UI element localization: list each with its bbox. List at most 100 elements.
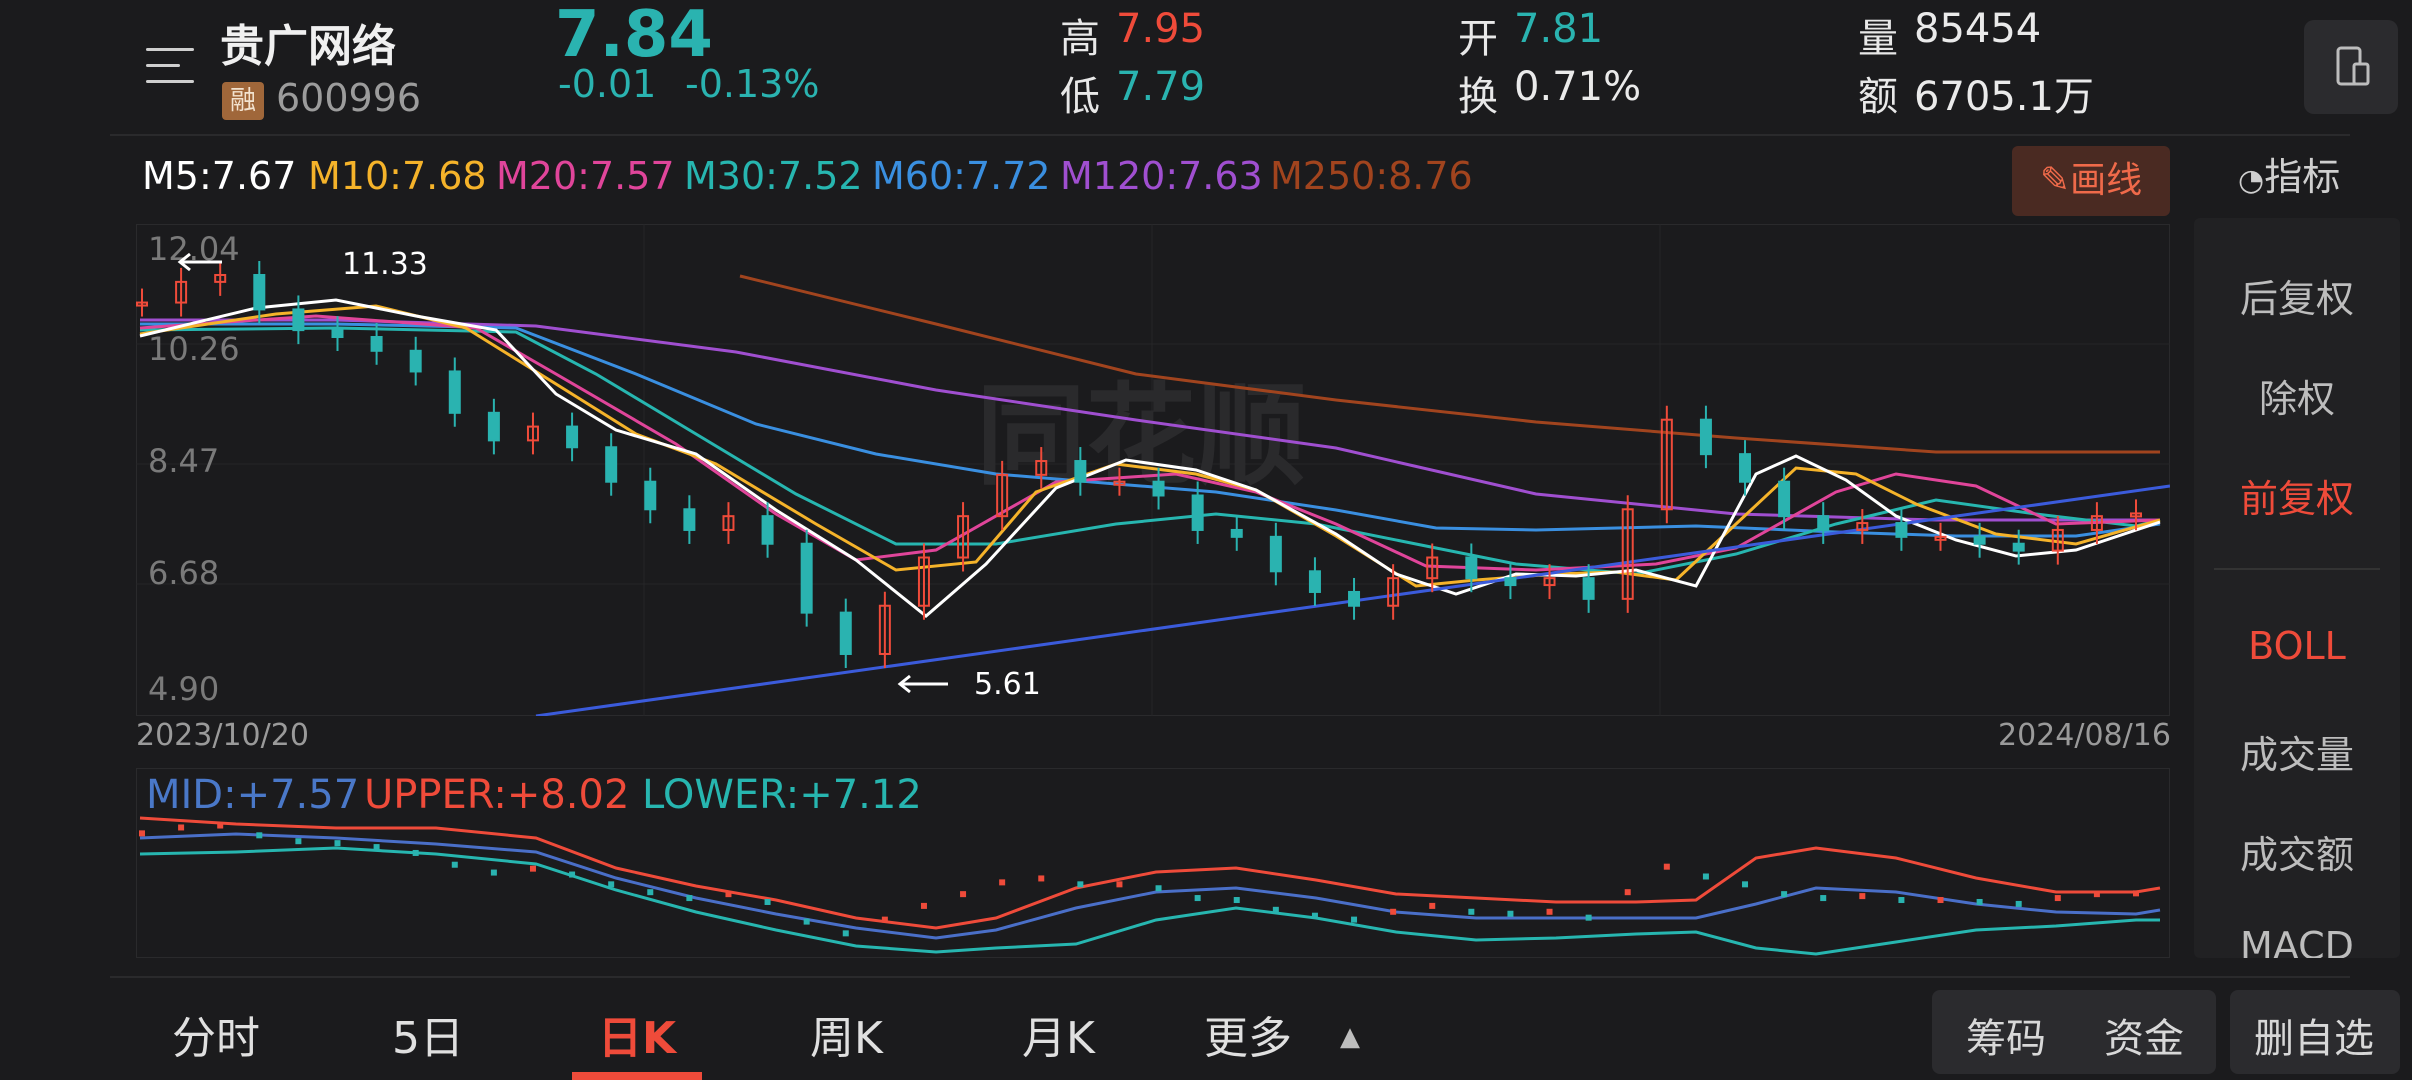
high-value: 7.95 (1116, 6, 1206, 52)
candle (253, 273, 266, 311)
candle (1035, 460, 1048, 476)
boll-candle (960, 891, 967, 898)
boll-candle (803, 918, 810, 925)
remove-watchlist-button[interactable] (2230, 990, 2400, 1074)
candle (800, 542, 813, 614)
funds-button[interactable]: 资金 (2104, 1016, 2184, 1062)
tab-5day[interactable]: 5日 (392, 1013, 464, 1064)
tab-daily-k[interactable]: 日K (598, 1013, 677, 1064)
boll-candle (451, 861, 458, 868)
boll-candle (529, 865, 536, 872)
tab-monthly-k[interactable]: 月K (1022, 1013, 1095, 1064)
candle (1582, 577, 1595, 600)
boll-candle (2054, 895, 2061, 902)
remove-watchlist-label: 删自选 (2254, 1016, 2374, 1062)
candle (2090, 515, 2103, 531)
indicator-label: 指标 (2264, 155, 2341, 199)
pencil-icon: ✎ (2039, 160, 2071, 201)
candle (1543, 577, 1556, 587)
low-value: 7.79 (1116, 64, 1206, 110)
candle (136, 301, 148, 307)
boll-candle (1820, 895, 1827, 902)
chips-funds-group (1932, 990, 2216, 1074)
boll-candle (1116, 881, 1123, 888)
boll-chart[interactable] (136, 768, 2170, 958)
ex-rights-option[interactable]: 除权 (2258, 377, 2335, 421)
candle (1778, 480, 1791, 518)
open-label: 开 (1458, 16, 1498, 62)
boll-candle (725, 891, 732, 898)
max-price-label: 11.33 (342, 247, 428, 282)
open-value: 7.81 (1514, 6, 1604, 52)
boll-candle (608, 881, 615, 888)
candle (1191, 494, 1204, 531)
candle (1660, 418, 1673, 511)
candle (1074, 460, 1087, 483)
macd-option[interactable]: MACD (2240, 924, 2354, 958)
candle (996, 473, 1009, 518)
current-price: 7.84 (555, 0, 713, 72)
candle (1387, 577, 1400, 607)
adjust-forward-option[interactable]: 前复权 (2239, 477, 2354, 521)
candle (722, 515, 735, 531)
candle (292, 308, 305, 332)
candle (1113, 480, 1126, 486)
chips-button[interactable]: 筹码 (1966, 1016, 2046, 1062)
ma30-legend: M30:7.52 (684, 154, 863, 198)
boll-candle (1233, 897, 1240, 904)
boll-candle (490, 869, 497, 876)
active-tab-indicator (572, 1072, 702, 1080)
candle (566, 425, 579, 449)
candle (957, 515, 970, 559)
tab-intraday[interactable]: 分时 (172, 1013, 260, 1064)
menu-icon[interactable] (142, 38, 198, 94)
landscape-toggle-button[interactable] (2304, 20, 2398, 114)
indicator-button[interactable]: ◔指标 (2238, 146, 2340, 201)
tab-weekly-k[interactable]: 周K (810, 1013, 883, 1064)
boll-candle (139, 830, 145, 837)
candle (487, 411, 500, 442)
boll-candle (686, 895, 693, 902)
candle (1739, 453, 1752, 483)
candle (1465, 556, 1478, 580)
boll-option[interactable]: BOLL (2248, 624, 2346, 668)
tab-more[interactable]: 更多 (1204, 1013, 1292, 1064)
boll-candle (1781, 891, 1788, 898)
volume-option[interactable]: 成交量 (2239, 733, 2354, 777)
ma5-legend: M5:7.67 (142, 154, 297, 198)
candle (878, 604, 891, 655)
kline-chart[interactable]: 同花顺 12.04 10.26 8.47 6.68 4.90 11.33 5.6… (136, 224, 2170, 716)
adjust-backward-option[interactable]: 后复权 (2239, 277, 2354, 321)
ma20-line (139, 314, 2161, 572)
boll-candle (1663, 863, 1670, 870)
boll-upper-line (139, 816, 2161, 930)
min-price-label: 5.61 (974, 667, 1041, 702)
boll-lower-legend: LOWER:+7.12 (642, 772, 922, 818)
candle (644, 480, 657, 511)
candle (214, 273, 227, 283)
end-date: 2024/08/16 (1998, 718, 2171, 753)
header-divider (110, 134, 2350, 136)
candle (409, 349, 422, 373)
candle (1856, 522, 1869, 531)
boll-lower-line (139, 846, 2160, 956)
boll-candle (1272, 906, 1279, 913)
y-tick-min: 4.90 (148, 670, 219, 708)
candle (1152, 480, 1165, 497)
draw-line-button[interactable]: ✎画线 (2012, 146, 2170, 216)
boll-candle (373, 844, 380, 851)
amount-label: 额 (1858, 74, 1898, 120)
ma60-line (140, 322, 2161, 538)
boll-candle (1507, 910, 1514, 917)
ma5-line (139, 298, 2161, 618)
boll-candle (2015, 900, 2022, 907)
candle (1895, 522, 1908, 538)
candle (526, 425, 539, 442)
boll-candle (569, 871, 576, 878)
caret-up-icon[interactable]: ▲ (1340, 1022, 1360, 1052)
candle (2051, 528, 2064, 552)
right-options-panel: 后复权 除权 前复权 BOLL 成交量 成交额 MACD (2194, 218, 2400, 958)
candle (1699, 418, 1712, 456)
boll-candle (1859, 893, 1866, 900)
amount-option[interactable]: 成交额 (2239, 833, 2354, 877)
